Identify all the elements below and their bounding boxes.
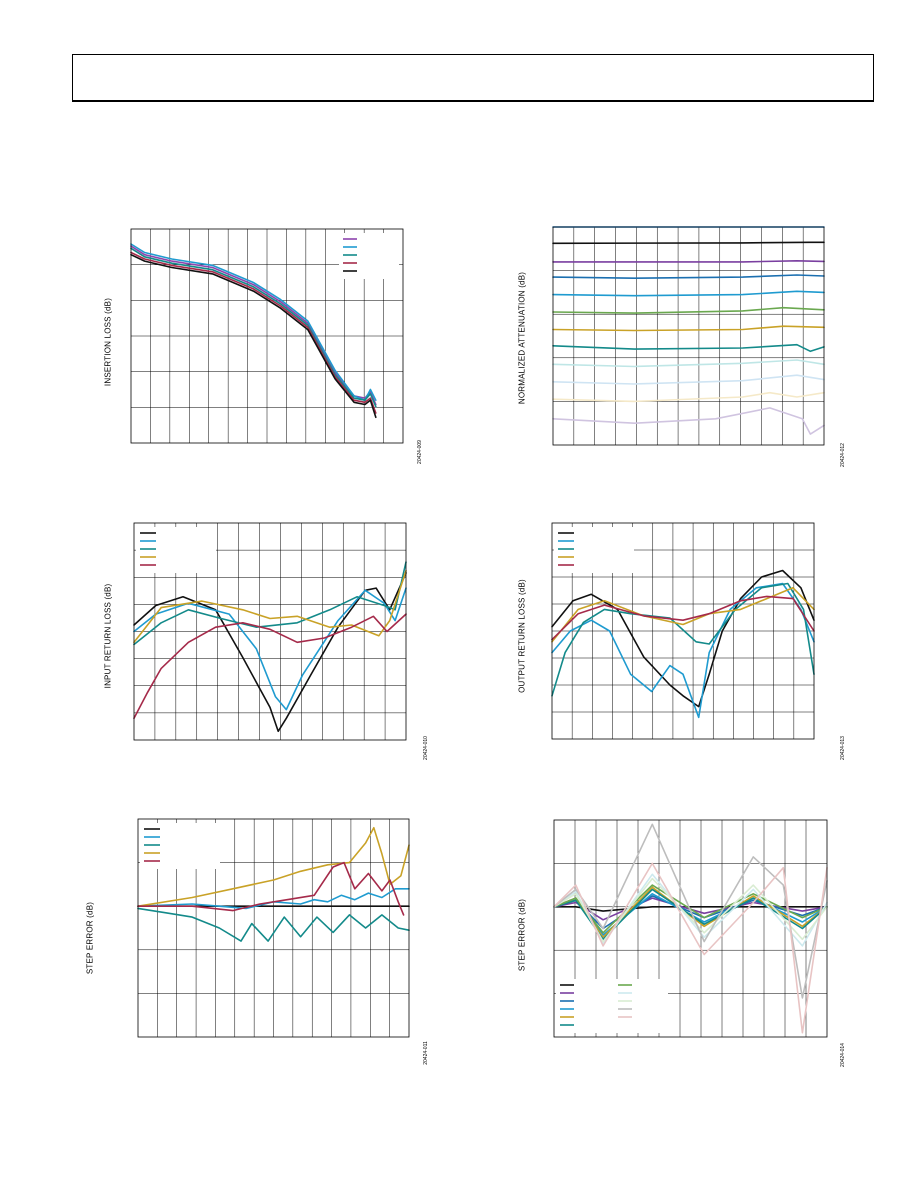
series-line-2 (552, 241, 825, 245)
series-line-4 (551, 587, 815, 643)
plot-frame (553, 819, 828, 1038)
chart-insertion-loss (130, 228, 404, 444)
series-line-10 (553, 823, 828, 999)
plot-frame (133, 522, 407, 741)
series-line-2 (137, 888, 410, 910)
figure-code: 20424-009 (417, 440, 423, 464)
series-line-7 (553, 884, 828, 934)
series-line-12 (552, 407, 825, 435)
series-line-9 (552, 359, 825, 368)
series-line-5 (130, 253, 377, 419)
plot-frame (130, 228, 404, 444)
series-line-5 (137, 861, 405, 916)
series-line-4 (552, 274, 825, 280)
series-line-4 (130, 251, 377, 414)
figure-code: 20424-014 (840, 1043, 846, 1067)
legend (136, 527, 216, 573)
series-line-3 (130, 247, 377, 408)
series-line-4 (137, 826, 410, 907)
series-line-3 (551, 582, 815, 697)
figure-step-error-1: STEP ERROR (dB) 20424-011 (80, 815, 440, 1075)
figure-code: 20424-012 (840, 443, 846, 467)
series-line-9 (553, 877, 828, 943)
legend (556, 979, 668, 1033)
figure-normalized-attenuation: NORMALIZED ATTENUATION (dB) 20424-012 (510, 225, 850, 467)
series-line-2 (133, 587, 407, 711)
series-line-5 (551, 595, 815, 641)
series-line-7 (552, 325, 825, 332)
chart-step-error-2 (553, 819, 828, 1038)
series-line-8 (552, 343, 825, 353)
series-line-6 (552, 306, 825, 314)
grid (552, 523, 814, 739)
figure-code: 20424-011 (423, 1041, 429, 1065)
chart-output-return-loss (551, 522, 815, 740)
figure-input-return-loss: INPUT RETURN LOSS (dB) 20424-010 (100, 520, 440, 760)
series-line-11 (552, 391, 825, 403)
grid (553, 227, 824, 445)
series-line-4 (133, 569, 407, 644)
series-line-2 (551, 582, 815, 719)
figure-output-return-loss: OUTPUT RETURN LOSS (dB) 20424-013 (510, 520, 850, 760)
legend (554, 527, 634, 573)
series-line-1 (551, 569, 815, 708)
figure-insertion-loss: INSERTION LOSS (dB) 20424-009 (100, 225, 440, 465)
series-line-10 (552, 374, 825, 385)
figure-code: 20424-013 (840, 736, 846, 760)
page-header-box (72, 54, 874, 102)
plot-frame (552, 226, 825, 446)
series-line-3 (137, 907, 410, 942)
series-line-11 (553, 862, 828, 1034)
chart-input-return-loss (133, 522, 407, 741)
legend (140, 823, 220, 869)
chart-step-error-1 (137, 818, 410, 1038)
series-line-1 (133, 572, 407, 733)
series-line-3 (133, 561, 407, 646)
chart-normalized-attenuation (552, 226, 825, 446)
plot-frame (551, 522, 815, 740)
legend (339, 233, 399, 279)
series-line-3 (552, 259, 825, 263)
plot-frame (137, 818, 410, 1038)
series-line-5 (552, 290, 825, 297)
figure-code: 20424-010 (423, 736, 429, 760)
series-line-5 (133, 613, 407, 720)
figure-step-error-2: STEP ERROR (dB) 20424-014 (510, 815, 850, 1075)
